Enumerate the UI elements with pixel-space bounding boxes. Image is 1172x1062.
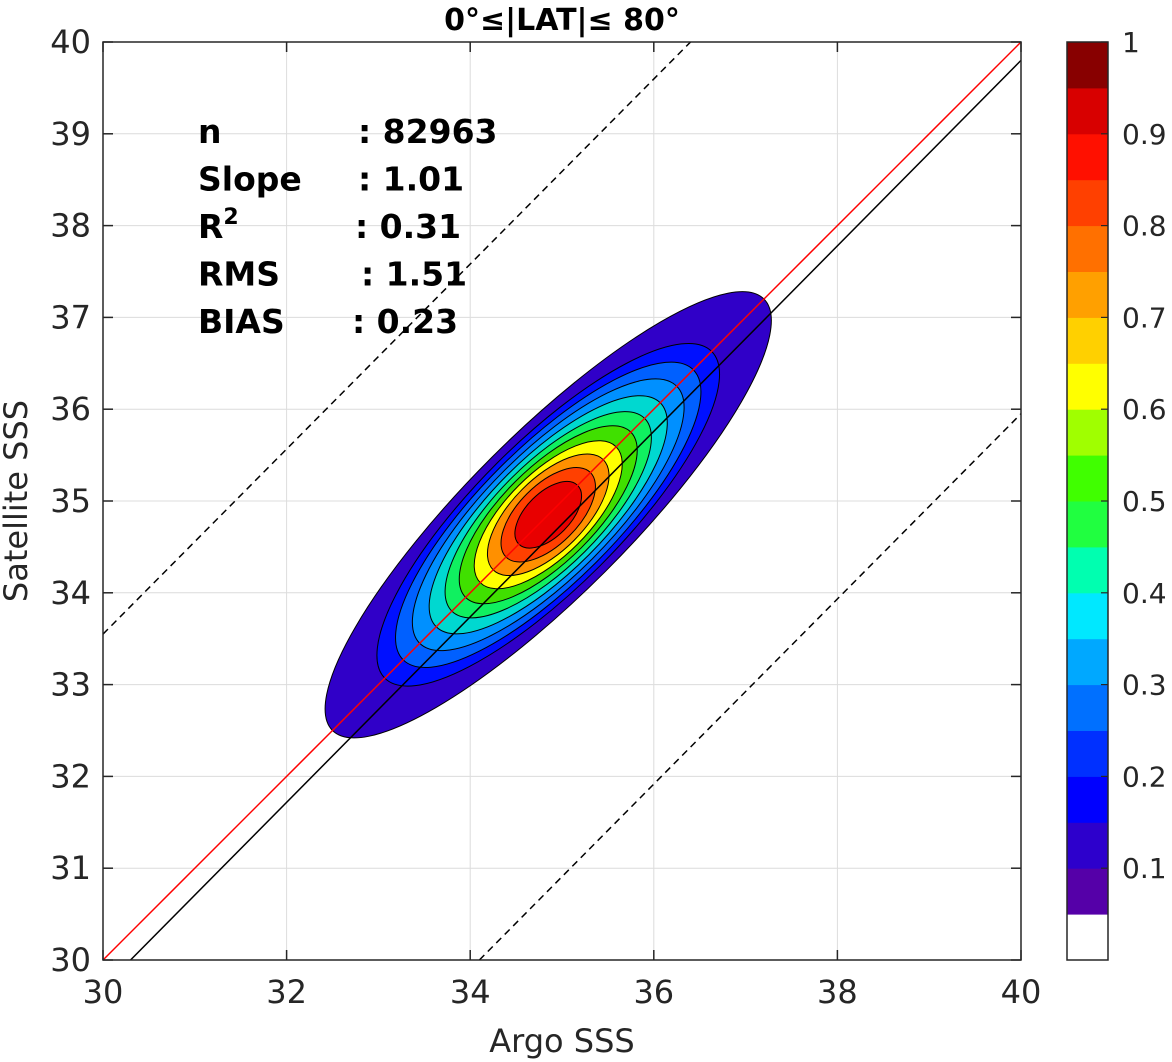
colorbar-segment bbox=[1067, 684, 1108, 731]
colorbar-segment bbox=[1067, 42, 1108, 89]
colorbar-segment bbox=[1067, 317, 1108, 364]
colorbar-tick-label: 0.3 bbox=[1122, 669, 1167, 702]
y-tick-label: 36 bbox=[50, 390, 91, 428]
reference-lines bbox=[103, 42, 1021, 960]
chart-title: 0°≤|LAT|≤ 80° bbox=[444, 3, 680, 38]
colorbar-segment bbox=[1067, 363, 1108, 410]
stat-value: : 0.23 bbox=[352, 302, 458, 341]
colorbar-tick-label: 0.1 bbox=[1122, 852, 1167, 885]
colorbar-segment bbox=[1067, 455, 1108, 502]
y-tick-label: 39 bbox=[50, 115, 91, 153]
colorbar-segment bbox=[1067, 868, 1108, 915]
colorbar-segment bbox=[1067, 592, 1108, 640]
colorbar-segment bbox=[1067, 638, 1108, 686]
y-tick-label: 34 bbox=[50, 574, 91, 612]
colorbar-tick-label: 0.5 bbox=[1122, 485, 1167, 518]
x-tick-label: 32 bbox=[266, 973, 307, 1011]
y-tick-label: 31 bbox=[50, 849, 91, 887]
colorbar-segment bbox=[1067, 776, 1108, 823]
x-tick-label: 36 bbox=[633, 973, 674, 1011]
colorbar-segment bbox=[1067, 409, 1108, 456]
y-tick-label: 40 bbox=[50, 23, 91, 61]
one-to-one-line bbox=[103, 42, 1021, 960]
x-tick-label: 30 bbox=[83, 973, 124, 1011]
stat-value: : 1.01 bbox=[358, 160, 464, 199]
colorbar-segment bbox=[1067, 133, 1108, 181]
stat-value: : 1.51 bbox=[361, 255, 467, 294]
y-tick-label: 35 bbox=[50, 482, 91, 520]
x-axis-label: Argo SSS bbox=[489, 1022, 634, 1060]
axes: 30 32 34 36 38 40 30 31 32 33 34 35 36 37 38 39 40 bbox=[50, 23, 1041, 1011]
colorbar-tick-label: 0.2 bbox=[1122, 760, 1167, 793]
colorbar-tick-label: 0.4 bbox=[1122, 577, 1167, 610]
colorbar-tick-label: 0.7 bbox=[1122, 301, 1167, 334]
colorbar-segment bbox=[1067, 271, 1108, 318]
y-tick-label: 30 bbox=[50, 941, 91, 979]
colorbar-segment bbox=[1067, 225, 1108, 272]
colorbar-tick-label: 0.9 bbox=[1122, 118, 1167, 151]
colorbar-segment bbox=[1067, 546, 1108, 594]
colorbar-segment bbox=[1067, 914, 1108, 961]
stat-value: : 0.31 bbox=[355, 207, 461, 246]
stat-label: RMS bbox=[198, 255, 280, 294]
colorbar-segment bbox=[1067, 87, 1108, 135]
stat-label: BIAS bbox=[198, 302, 285, 341]
colorbar-tick-label: 0.8 bbox=[1122, 210, 1167, 243]
colorbar-segment bbox=[1067, 179, 1108, 227]
stat-label: n bbox=[198, 112, 222, 151]
x-tick-label: 34 bbox=[450, 973, 491, 1011]
lower-bound-line bbox=[478, 413, 1021, 960]
y-axis-label: Satellite SSS bbox=[0, 400, 35, 602]
colorbar: 0.1 0.2 0.3 0.4 0.5 0.6 0.7 0.8 0.9 1 bbox=[1066, 26, 1167, 961]
y-tick-label: 33 bbox=[50, 666, 91, 704]
colorbar-tick-label: 1 bbox=[1122, 26, 1140, 59]
x-tick-label: 38 bbox=[817, 973, 858, 1011]
stat-label: Slope bbox=[198, 160, 302, 199]
regression-line bbox=[130, 59, 1021, 960]
colorbar-tick-label: 0.6 bbox=[1122, 393, 1167, 426]
stat-value: : 82963 bbox=[358, 112, 498, 151]
y-tick-label: 37 bbox=[50, 298, 91, 336]
y-tick-label: 32 bbox=[50, 757, 91, 795]
colorbar-segment bbox=[1067, 822, 1108, 869]
x-tick-label: 40 bbox=[1001, 973, 1042, 1011]
colorbar-segment bbox=[1067, 501, 1108, 548]
y-tick-label: 38 bbox=[50, 207, 91, 245]
colorbar-segment bbox=[1067, 730, 1108, 777]
